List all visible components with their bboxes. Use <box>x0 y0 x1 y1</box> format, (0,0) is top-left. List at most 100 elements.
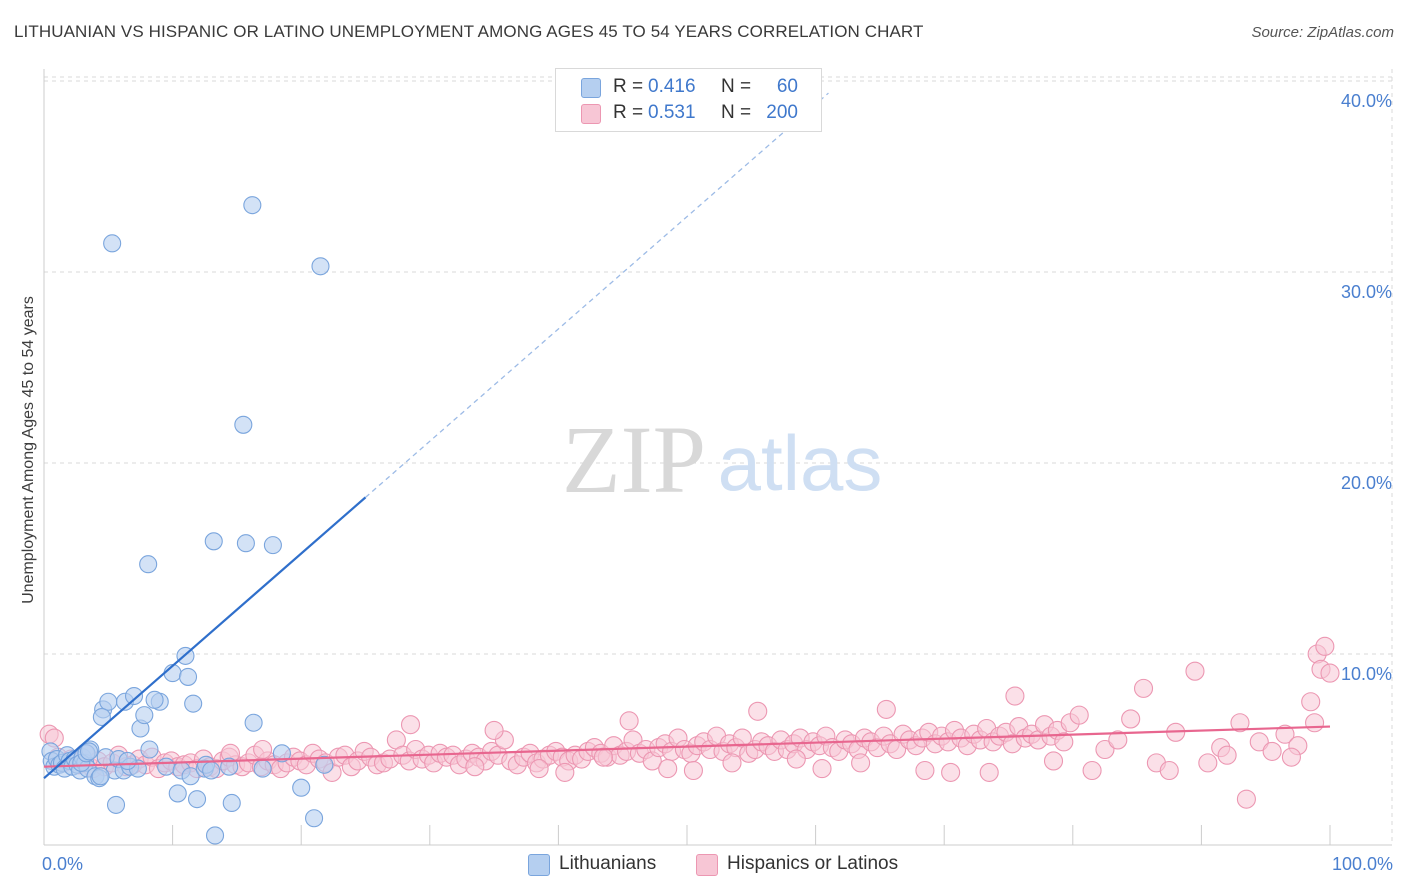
lithuanian-point <box>79 742 99 761</box>
axes <box>43 69 1392 846</box>
legend-label-hispanics: Hispanics or Latinos <box>727 853 899 874</box>
lithuanian-trend-line <box>43 496 367 779</box>
lithuanian-point <box>253 759 272 778</box>
lithuanian-point <box>181 767 200 786</box>
n-label: N = <box>721 102 752 123</box>
hispanic-point <box>979 762 999 782</box>
n-label: N = <box>721 76 752 97</box>
watermark-zip: ZIP <box>562 406 706 513</box>
hispanics-points <box>39 636 1340 809</box>
hispanic-point <box>658 759 678 779</box>
hispanic-point <box>1069 705 1089 725</box>
hispanic-point <box>1005 686 1025 706</box>
hispanic-point <box>465 757 485 777</box>
hispanic-point <box>1275 724 1295 744</box>
n-value: 60 <box>776 76 798 97</box>
y-tick-label: 30.0% <box>1341 282 1392 302</box>
lithuanian-point <box>292 778 311 797</box>
hispanic-point <box>786 749 806 769</box>
lithuanian-point <box>244 713 263 732</box>
y-axis-label-wrap: Unemployment Among Ages 45 to 54 years <box>14 250 44 650</box>
lithuanian-point <box>220 757 239 776</box>
hispanic-point <box>748 701 768 721</box>
hispanic-point <box>1121 709 1141 729</box>
hispanic-point <box>1281 747 1301 767</box>
lithuanian-point <box>103 234 122 253</box>
hispanic-point <box>555 762 575 782</box>
hispanic-point <box>1198 753 1218 773</box>
lithuanian-point <box>243 196 262 215</box>
legend-row-lithuanians: R = 0.416 N = 60 <box>556 75 821 99</box>
lithuanian-point <box>124 686 144 706</box>
hispanic-point <box>851 753 871 773</box>
lithuanian-point <box>118 751 137 771</box>
hispanic-point <box>619 711 639 731</box>
n-value: 200 <box>766 102 798 123</box>
legend-label-lithuanians: Lithuanians <box>559 853 657 874</box>
hispanic-point <box>1315 636 1335 656</box>
watermark: ZIP atlas <box>562 406 882 513</box>
hispanic-point <box>941 762 961 782</box>
legend-swatch-blue <box>528 854 550 876</box>
r-value: 0.416 <box>648 76 696 97</box>
hispanic-point <box>1043 751 1064 771</box>
chart-title: LITHUANIAN VS HISPANIC OR LATINO UNEMPLO… <box>14 22 924 41</box>
gridlines <box>44 69 1393 845</box>
hispanic-point <box>683 760 703 781</box>
lithuanian-point <box>202 761 221 780</box>
lithuanian-point <box>140 740 159 759</box>
lithuanian-point <box>92 707 111 727</box>
hispanic-point <box>1108 730 1128 750</box>
hispanic-point <box>1320 663 1340 683</box>
hispanic-point <box>1185 661 1205 681</box>
legend-row-hispanics: R = 0.531 N = 200 <box>556 101 821 125</box>
lithuanian-point <box>263 536 282 555</box>
y-tick-label: 10.0% <box>1341 664 1392 684</box>
x-tick-label: 0.0% <box>42 854 83 874</box>
hispanic-point <box>1217 745 1237 765</box>
trend-lines <box>43 92 1331 779</box>
y-axis-label: Unemployment Among Ages 45 to 54 years <box>20 296 37 604</box>
watermark-atlas: atlas <box>718 419 883 507</box>
hispanic-point <box>1249 732 1269 752</box>
y-tick-label: 20.0% <box>1341 473 1392 493</box>
correlation-legend: R = 0.416 N = 60 R = 0.531 N = 200 <box>555 68 822 132</box>
legend-swatch-pink <box>696 854 718 876</box>
lithuanian-point <box>205 826 225 845</box>
hispanic-point <box>1262 741 1282 761</box>
lithuanian-point <box>168 784 187 803</box>
lithuanian-point <box>234 415 253 434</box>
hispanic-point <box>253 739 273 760</box>
hispanic-point <box>1236 789 1256 809</box>
lithuanian-point <box>187 790 207 809</box>
source-label: Source: ZipAtlas.com <box>1251 24 1394 41</box>
lithuanian-point <box>91 767 110 786</box>
hispanic-point <box>484 720 504 740</box>
hispanic-point <box>1159 760 1179 781</box>
lithuanian-point <box>222 793 241 813</box>
lithuanian-point <box>311 257 330 276</box>
hispanic-point <box>1095 739 1115 760</box>
hispanic-point <box>915 760 935 781</box>
legend-swatch-blue <box>581 78 601 98</box>
hispanic-point <box>812 759 832 779</box>
legend-swatch-pink <box>581 104 601 124</box>
lithuanian-point <box>106 795 126 814</box>
lithuanian-point <box>272 744 291 763</box>
r-label: R = <box>613 76 644 97</box>
lithuanian-point <box>184 694 203 713</box>
lithuanian-point <box>157 757 176 776</box>
lithuanian-point <box>135 706 154 725</box>
lithuanian-trend-extension <box>365 92 829 498</box>
lithuanian-point <box>315 755 334 774</box>
hispanic-point <box>529 759 549 779</box>
y-tick-label: 40.0% <box>1341 91 1392 111</box>
hispanic-trend-line <box>43 725 1331 768</box>
hispanic-point <box>722 753 742 773</box>
hispanic-point <box>1301 692 1321 712</box>
hispanic-point <box>400 715 421 735</box>
r-label: R = <box>613 102 644 123</box>
lithuanian-point <box>145 690 164 709</box>
lithuanian-point <box>139 555 158 574</box>
